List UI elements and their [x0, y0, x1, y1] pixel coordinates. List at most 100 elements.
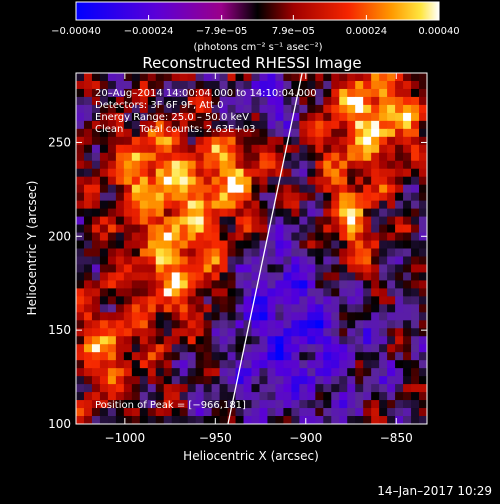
heatmap-cell	[283, 104, 292, 114]
heatmap-cell	[203, 288, 213, 297]
heatmap-cell	[251, 352, 261, 361]
heatmap-cell	[331, 200, 340, 210]
heatmap-cell	[235, 96, 245, 106]
heatmap-cell	[387, 352, 396, 361]
heatmap-cell	[283, 336, 292, 345]
heatmap-cell	[171, 264, 181, 274]
heatmap-cell	[363, 288, 372, 297]
heatmap-cell	[83, 104, 93, 114]
heatmap-cell	[355, 224, 364, 234]
heatmap-cell	[251, 304, 261, 313]
heatmap-cell	[147, 88, 157, 98]
heatmap-cell	[179, 112, 189, 122]
heatmap-cell	[395, 264, 404, 274]
heatmap-cell	[363, 80, 372, 90]
heatmap-cell	[76, 384, 85, 393]
heatmap-cell	[147, 360, 157, 369]
heatmap-cell	[339, 88, 348, 98]
x-tick-label: −1000	[105, 431, 146, 445]
heatmap-cell	[195, 336, 205, 345]
heatmap-cell	[91, 232, 101, 242]
heatmap-cell	[331, 232, 340, 242]
heatmap-cell	[219, 280, 229, 289]
heatmap-cell	[91, 104, 101, 114]
heatmap-cell	[371, 248, 380, 258]
heatmap-cell	[363, 176, 372, 186]
heatmap-cell	[107, 80, 117, 90]
heatmap-cell	[299, 208, 308, 218]
heatmap-cell	[323, 400, 332, 409]
heatmap-cell	[267, 112, 277, 122]
heatmap-cell	[283, 368, 292, 377]
heatmap-cell	[323, 176, 332, 186]
heatmap-cell	[171, 328, 181, 337]
heatmap-cell	[419, 136, 427, 146]
heatmap-cell	[115, 216, 125, 226]
heatmap-cell	[355, 128, 364, 138]
heatmap-cell	[131, 120, 141, 130]
heatmap-cell	[179, 136, 189, 146]
heatmap-cell	[107, 192, 117, 202]
heatmap-cell	[115, 208, 125, 218]
heatmap-cell	[419, 264, 427, 274]
heatmap-cell	[307, 352, 316, 361]
heatmap-cell	[243, 320, 253, 329]
heatmap-cell	[195, 368, 205, 377]
heatmap-cell	[347, 296, 356, 305]
heatmap-cell	[227, 184, 237, 194]
heatmap-cell	[195, 360, 205, 369]
heatmap-cell	[331, 264, 340, 274]
heatmap-cell	[307, 240, 316, 250]
heatmap-cell	[411, 168, 420, 178]
heatmap-cell	[195, 88, 205, 98]
heatmap-cell	[291, 200, 300, 210]
heatmap-cell	[83, 200, 93, 210]
heatmap-cell	[251, 104, 261, 114]
heatmap-cell	[155, 216, 165, 226]
heatmap-cell	[131, 216, 141, 226]
heatmap-cell	[219, 256, 229, 266]
heatmap-cell	[395, 168, 404, 178]
colorbar-unit-label: (photons cm⁻² s⁻¹ asec⁻²)	[193, 42, 322, 53]
heatmap-cell	[315, 264, 324, 274]
heatmap-cell	[123, 232, 133, 242]
heatmap-cell	[259, 112, 269, 122]
heatmap-cell	[387, 344, 396, 353]
heatmap-cell	[91, 296, 101, 305]
heatmap-cell	[371, 336, 380, 345]
heatmap-cell	[259, 304, 269, 313]
heatmap-cell	[371, 272, 380, 282]
heatmap-cell	[259, 400, 269, 409]
heatmap-cell	[339, 248, 348, 258]
heatmap-cell	[76, 160, 85, 170]
heatmap-cell	[131, 144, 141, 154]
heatmap-cell	[371, 288, 380, 297]
heatmap-cell	[211, 80, 221, 90]
heatmap-cell	[147, 136, 157, 146]
heatmap-cell	[315, 328, 324, 337]
heatmap-cell	[323, 136, 332, 146]
heatmap-cell	[259, 256, 269, 266]
heatmap-cell	[107, 232, 117, 242]
heatmap-cell	[227, 73, 237, 82]
heatmap-cell	[259, 328, 269, 337]
heatmap-cell	[259, 152, 269, 162]
heatmap-cell	[171, 144, 181, 154]
heatmap-cell	[211, 240, 221, 250]
heatmap-cell	[139, 296, 149, 305]
heatmap-cell	[371, 256, 380, 266]
heatmap-cell	[139, 304, 149, 313]
heatmap-cell	[347, 312, 356, 321]
heatmap-cell	[195, 280, 205, 289]
heatmap-cell	[139, 96, 149, 106]
heatmap-cell	[107, 384, 117, 393]
heatmap-cell	[139, 376, 149, 385]
heatmap-cell	[363, 216, 372, 226]
heatmap-cell	[155, 224, 165, 234]
heatmap-cell	[195, 80, 205, 90]
heatmap-cell	[131, 128, 141, 138]
heatmap-cell	[411, 296, 420, 305]
heatmap-cell	[347, 384, 356, 393]
heatmap-cell	[387, 280, 396, 289]
heatmap-cell	[235, 176, 245, 186]
